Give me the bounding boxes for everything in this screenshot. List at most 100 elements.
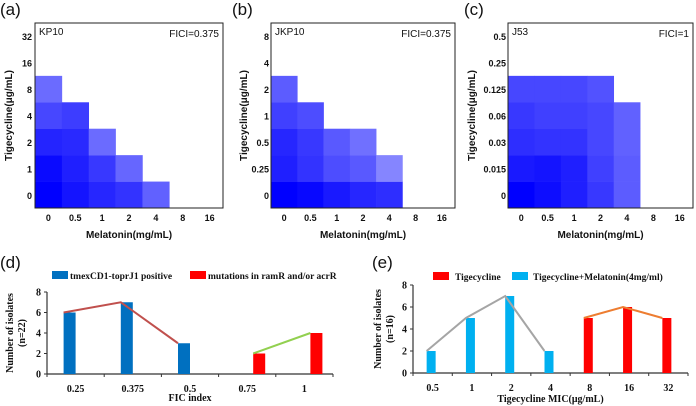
heatmap-cell — [271, 102, 298, 130]
y-tick-label: 1 — [264, 112, 269, 122]
bar — [544, 351, 554, 373]
panel-label: (d) — [0, 253, 21, 272]
bar — [505, 296, 515, 373]
y-tick-label: 0 — [501, 191, 506, 201]
y-axis-title-n: (n=22) — [17, 319, 28, 347]
bar — [623, 307, 633, 373]
heatmap-cell — [61, 128, 90, 156]
heatmap-cell — [35, 181, 63, 209]
x-tick-label: 16 — [437, 213, 447, 223]
y-tick-label: 4 — [264, 59, 269, 69]
heatmap-cell — [613, 102, 641, 130]
fici-label: FICI=1 — [659, 29, 690, 40]
heatmap-cell — [587, 102, 615, 130]
bar — [253, 353, 266, 374]
y-axis-title: Tigecycline(μg/mL) — [467, 70, 478, 161]
heatmap-cell — [115, 181, 143, 209]
x-tick-label: 2 — [360, 213, 365, 223]
y-tick-label: 8 — [402, 281, 407, 292]
x-tick-label: 1 — [469, 383, 474, 394]
heatmap-panel: (b) JKP10 FICI=0.375 0 0.25 0.5 1 2 4 8 0 0.5 1 2 4 8 16… — [232, 0, 456, 241]
heatmap-cell — [61, 155, 90, 182]
x-tick-label: 8 — [651, 213, 656, 223]
x-tick-label: 4 — [387, 213, 392, 223]
heatmap-cell — [349, 128, 377, 156]
y-tick-label: 4 — [36, 329, 41, 340]
y-tick-label: 0 — [36, 370, 41, 381]
bar — [583, 318, 593, 373]
heatmap-cell — [534, 155, 562, 182]
heatmap-cell — [88, 181, 116, 209]
heatmap-cell — [508, 75, 535, 103]
panel-label: (c) — [464, 0, 484, 19]
heatmap-cell — [35, 75, 63, 103]
y-tick-label: 2 — [402, 347, 407, 358]
y-tick-label: 1 — [27, 164, 32, 174]
x-tick-label: 0 — [519, 213, 524, 223]
legend-swatch — [52, 271, 68, 279]
plot-frame — [507, 22, 694, 209]
x-tick-label: 32 — [663, 383, 673, 394]
trend-line — [63, 301, 179, 345]
y-axis-title: Number of isolates — [373, 289, 384, 369]
fici-label: FICI=0.375 — [401, 29, 451, 40]
trend-line — [583, 305, 663, 319]
x-axis-title: FIC index — [168, 393, 211, 404]
y-tick-label: 4 — [27, 112, 32, 122]
y-axis-title: Tigecycline(μg/mL) — [4, 70, 15, 161]
heatmap-cell — [271, 181, 298, 209]
y-tick-label: 16 — [22, 59, 32, 69]
x-axis-title: Melatonin(mg/mL) — [557, 230, 643, 241]
heatmap-cell — [508, 155, 535, 182]
heatmap-cell — [508, 102, 535, 130]
bar-chart-panel: (e) 0 2 4 6 8 0.5 1 2 4 8 16 32 Tigecycline MIC(μg/mL… — [372, 253, 689, 405]
x-tick-label: 8 — [413, 213, 418, 223]
heatmap-cell — [587, 75, 615, 103]
heatmap-cell — [349, 155, 377, 182]
y-axis-title: Tigecycline(μg/mL) — [239, 70, 250, 161]
legend-label: tmexCD1-toprJ1 positive — [70, 272, 172, 282]
heatmap-cell — [297, 155, 324, 182]
heatmap-cell — [297, 102, 324, 130]
x-tick-label: 1 — [334, 213, 339, 223]
heatmap-cell — [271, 155, 298, 182]
heatmap-cell — [323, 181, 351, 209]
strain-label: J53 — [512, 27, 529, 38]
panel-label: (a) — [0, 0, 21, 19]
y-tick-label: 0 — [27, 191, 32, 201]
heatmap-cell — [508, 128, 535, 156]
heatmap-cell — [534, 75, 562, 103]
plot-frame — [270, 22, 456, 209]
heatmap-cell — [61, 102, 90, 130]
heatmap-cell — [613, 155, 641, 182]
y-tick-label: 0.5 — [493, 32, 506, 42]
heatmap-cell — [88, 128, 116, 156]
y-tick-label: 0.25 — [251, 164, 269, 174]
y-tick-label: 4 — [402, 325, 407, 336]
x-axis-title: Melatonin(mg/mL) — [86, 230, 172, 241]
bar — [426, 351, 436, 373]
x-tick-label: 8 — [587, 383, 592, 394]
heatmap-cell — [587, 155, 615, 182]
heatmap-cell — [61, 181, 90, 209]
heatmap-cell — [560, 181, 588, 209]
x-axis-title: Tigecycline MIC(μg/mL) — [497, 394, 603, 405]
heatmap-cell — [508, 181, 535, 209]
y-tick-label: 0.5 — [256, 138, 269, 148]
y-axis-title-n: (n=16) — [385, 315, 396, 343]
x-tick-label: 0.5 — [69, 213, 82, 223]
heatmap-cell — [560, 75, 588, 103]
heatmap-cell — [613, 181, 641, 209]
x-tick-label: 0.5 — [304, 213, 317, 223]
x-tick-label: 8 — [180, 213, 185, 223]
legend-label: mutations in ramR and/or acrR — [208, 272, 337, 282]
heatmap-cell — [560, 102, 588, 130]
heatmap-cell — [534, 102, 562, 130]
heatmap-cell — [613, 128, 641, 156]
y-tick-label: 0 — [402, 369, 407, 380]
x-tick-label: 0 — [282, 213, 287, 223]
x-tick-label: 0 — [46, 213, 51, 223]
heatmap-cell — [35, 128, 63, 156]
x-axis-title: Melatonin(mg/mL) — [320, 230, 406, 241]
